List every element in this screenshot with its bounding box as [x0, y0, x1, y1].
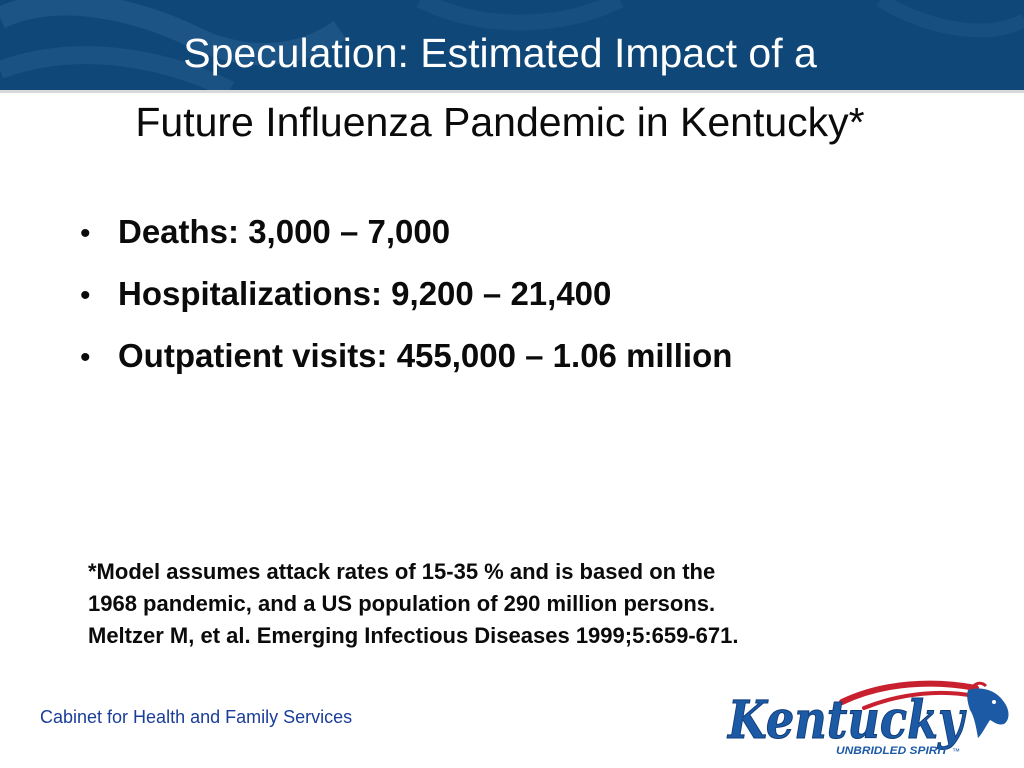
footer-organization: Cabinet for Health and Family Services: [40, 707, 353, 727]
bullet-list: • Deaths: 3,000 – 7,000 • Hospitalizatio…: [80, 213, 732, 399]
header-band: Speculation: Estimated Impact of a: [0, 0, 1024, 92]
bullet-dot-icon: •: [80, 279, 91, 312]
bullet-dot-icon: •: [80, 217, 91, 250]
slide-title-line-1: Speculation: Estimated Impact of a: [183, 30, 817, 76]
kentucky-logo: Kentucky UNBRIDLED SPIRIT ™: [726, 680, 1009, 757]
bullet-item-outpatient-visits: • Outpatient visits: 455,000 – 1.06 mill…: [80, 337, 732, 399]
logo-trademark: ™: [952, 747, 960, 756]
header-swirl-decoration: [0, 0, 1024, 92]
bullet-item-deaths: • Deaths: 3,000 – 7,000: [80, 213, 732, 275]
header-divider: [0, 90, 1024, 93]
bullet-item-hospitalizations: • Hospitalizations: 9,200 – 21,400: [80, 275, 732, 337]
slide-title-line-2: Future Influenza Pandemic in Kentucky*: [135, 99, 865, 145]
footnote-line: Meltzer M, et al. Emerging Infectious Di…: [88, 623, 739, 648]
footnote-line: 1968 pandemic, and a US population of 29…: [88, 591, 716, 616]
bullet-text: Outpatient visits: 455,000 – 1.06 millio…: [118, 337, 733, 374]
footnote: *Model assumes attack rates of 15-35 % a…: [88, 556, 948, 652]
bullet-text: Deaths: 3,000 – 7,000: [118, 213, 451, 250]
footnote-line: *Model assumes attack rates of 15-35 % a…: [88, 559, 716, 584]
bullet-text: Hospitalizations: 9,200 – 21,400: [118, 275, 612, 312]
logo-tagline: UNBRIDLED SPIRIT: [836, 745, 949, 757]
logo-wordmark: Kentucky: [726, 690, 967, 751]
bullet-dot-icon: •: [80, 341, 91, 374]
horse-head-logo-icon: [967, 681, 1009, 738]
